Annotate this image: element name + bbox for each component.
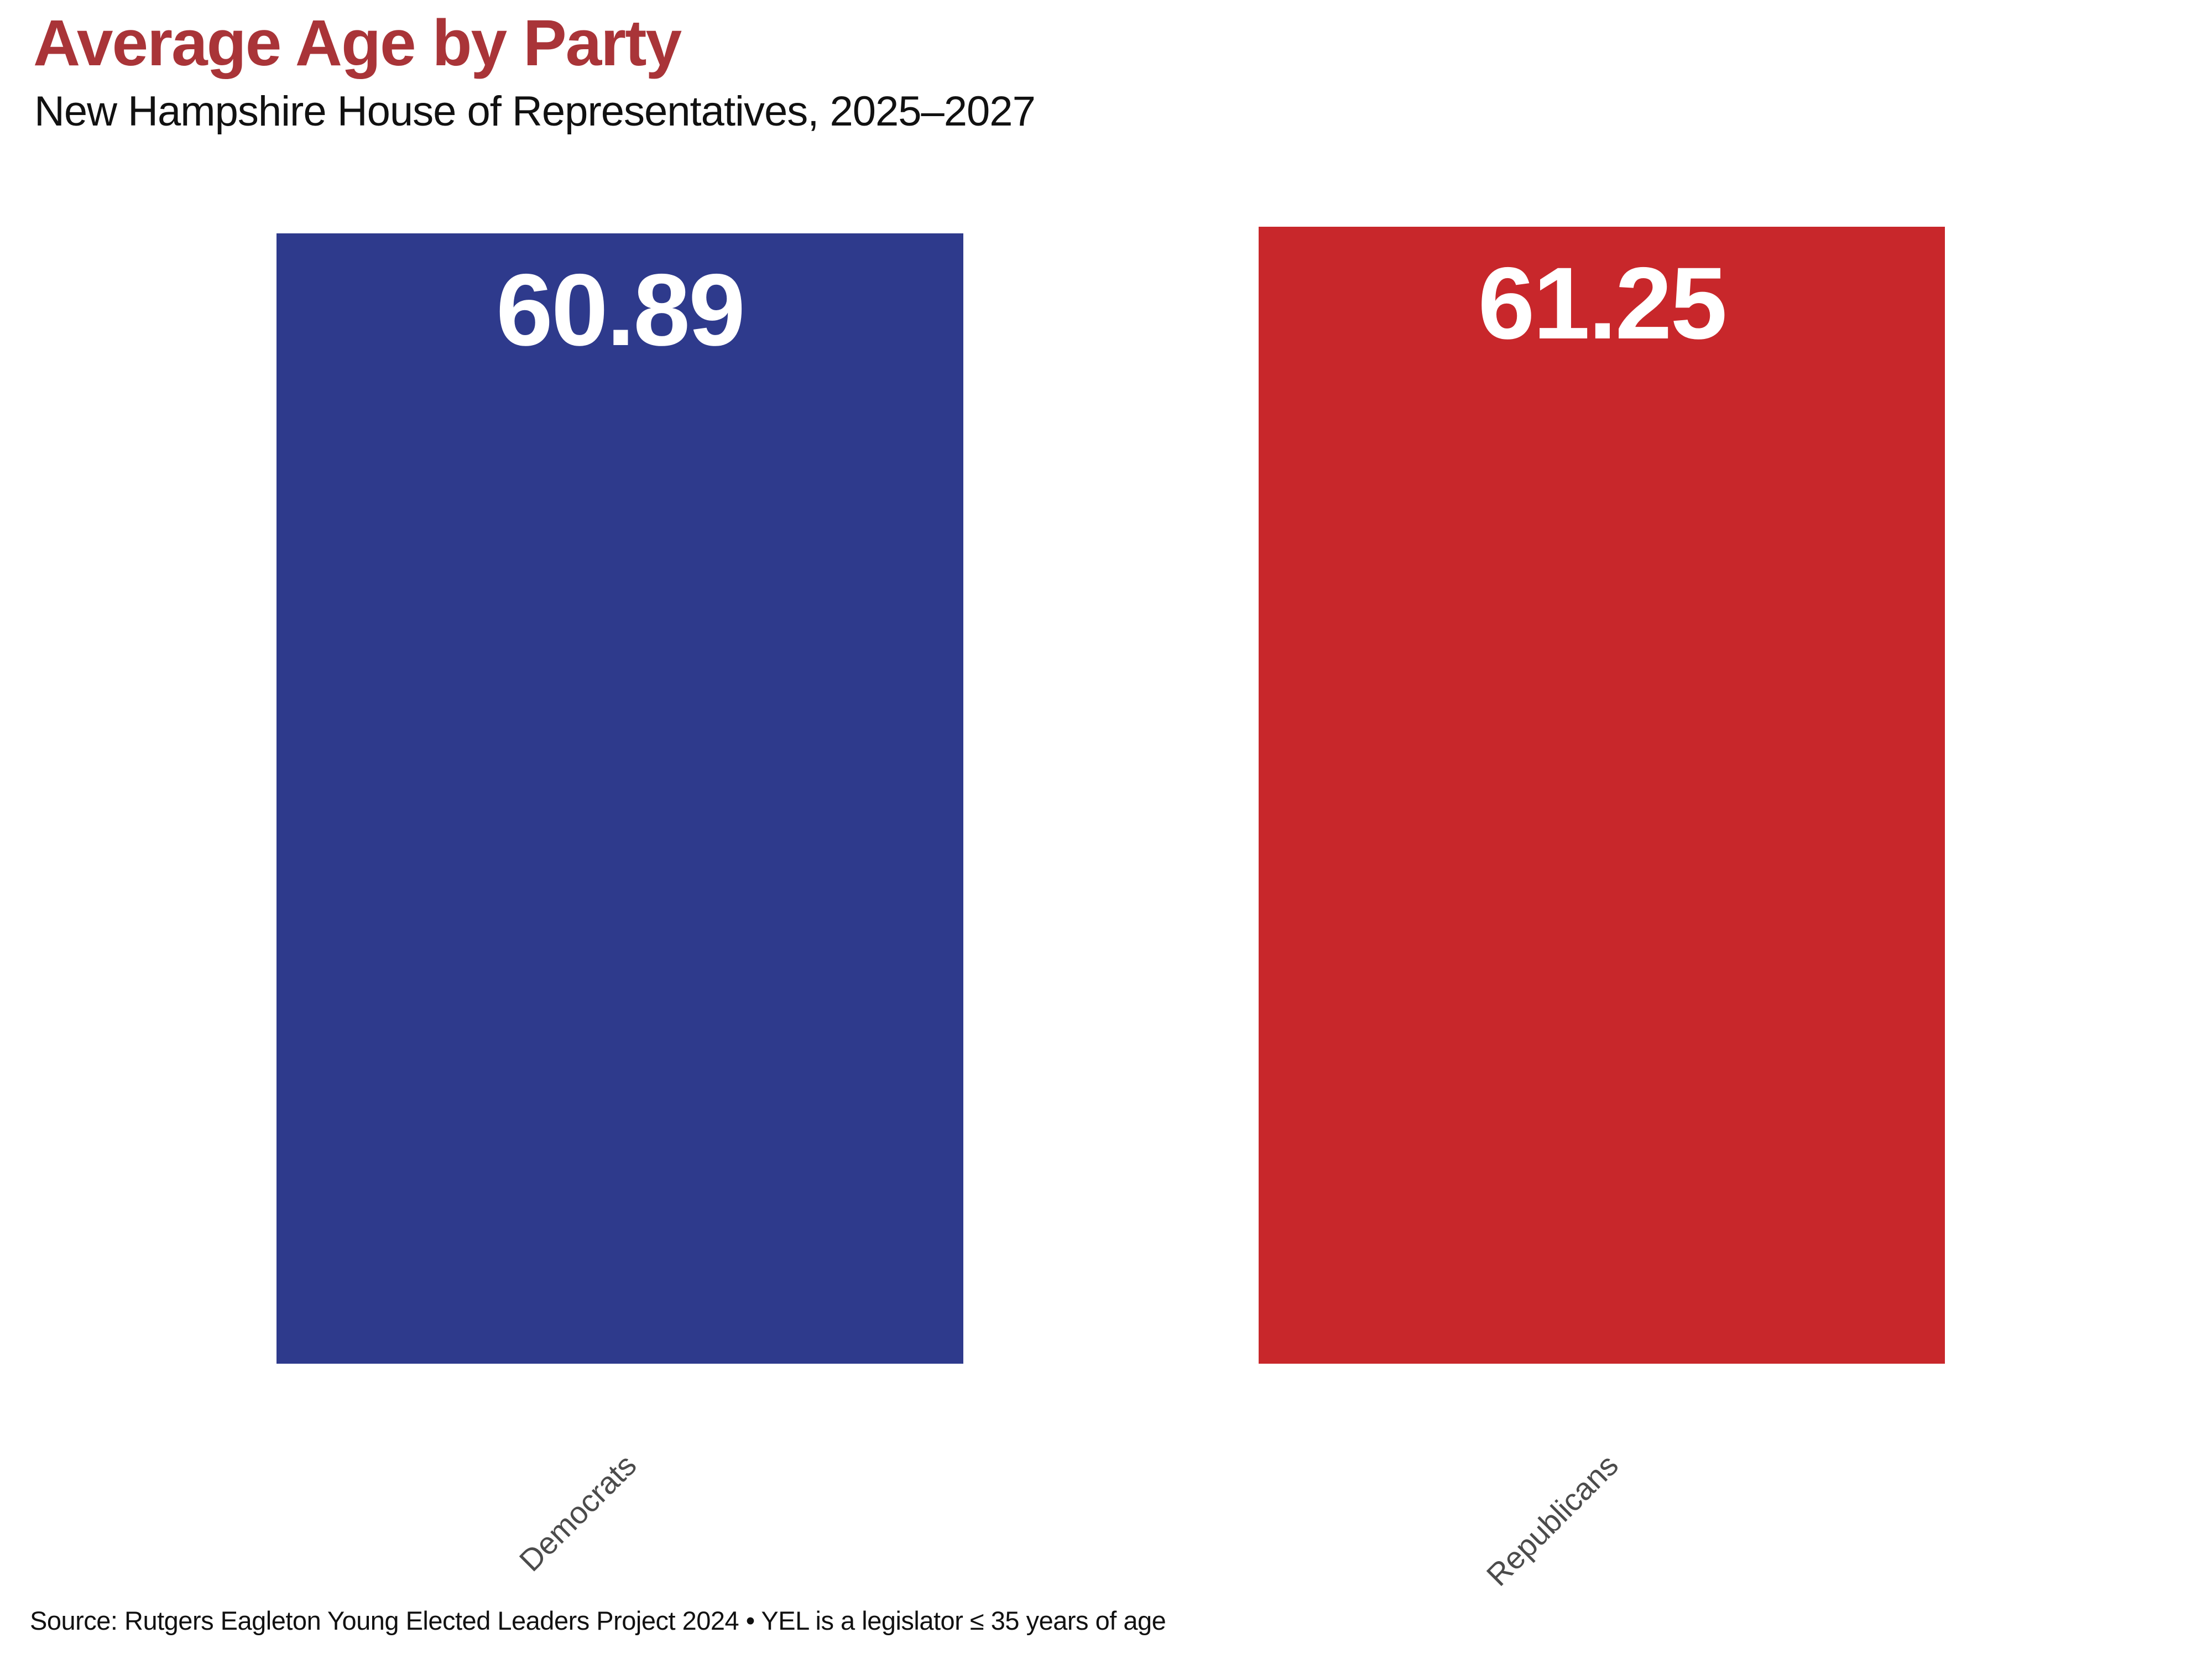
bar-value-democrats: 60.89 (496, 253, 745, 367)
chart-subtitle: New Hampshire House of Representatives, … (34, 88, 1036, 135)
source-note: Source: Rutgers Eagleton Young Elected L… (30, 1606, 1166, 1635)
bar-republicans: 61.25 (1259, 227, 1945, 1364)
x-tick-label-republicans: Republicans (1479, 1447, 1625, 1593)
bar-democrats: 60.89 (276, 233, 963, 1364)
x-tick-label-democrats: Democrats (512, 1447, 643, 1578)
bar-value-republicans: 61.25 (1478, 247, 1728, 361)
chart-title: Average Age by Party (33, 7, 682, 80)
